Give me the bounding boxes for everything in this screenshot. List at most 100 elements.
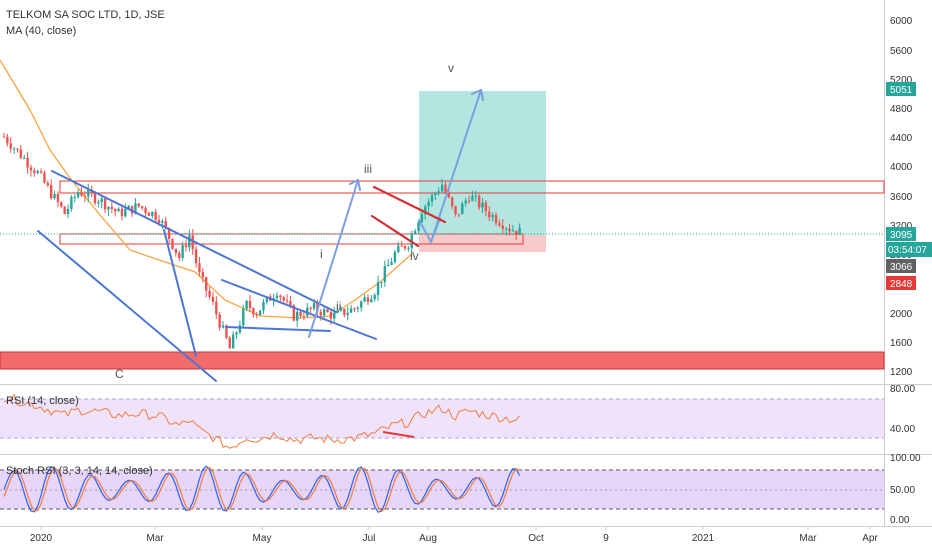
candle-body [66, 208, 70, 214]
drawings-back[interactable] [0, 91, 885, 370]
time-label: 2021 [692, 533, 715, 544]
wave-label-v[interactable]: v [448, 61, 454, 75]
triangle-lower-line[interactable] [225, 326, 331, 332]
triangle-upper-line[interactable] [221, 279, 377, 340]
wave-c-line[interactable] [163, 229, 197, 357]
candle-body [346, 312, 349, 316]
candle-body [73, 197, 76, 199]
candle-body [386, 264, 390, 267]
rsi-legend[interactable]: RSI (14, close) [6, 395, 79, 407]
candle-body [110, 206, 114, 210]
last-price-badge[interactable] [886, 227, 916, 241]
candle-body [12, 148, 16, 150]
wave-label-iii[interactable]: iii [364, 162, 372, 176]
candle-body [215, 301, 218, 315]
candle-body [208, 290, 211, 297]
candle-body [474, 195, 477, 197]
candle-body [157, 219, 161, 223]
wave-v-arrow[interactable] [430, 89, 482, 243]
candle-body [289, 301, 292, 306]
candle-body [221, 325, 225, 328]
ma-legend[interactable]: MA (40, close) [6, 25, 76, 37]
candle-body [107, 206, 110, 210]
flag-lower-line[interactable] [370, 214, 420, 248]
candle-body [292, 305, 296, 321]
wedge-upper-trendline[interactable] [51, 170, 337, 313]
rsi-axis[interactable]: 80.00 40.00 [890, 384, 915, 435]
stop-badge[interactable] [886, 276, 916, 290]
price-tick: 4800 [890, 104, 913, 115]
time-axis[interactable]: 2020 Mar May Jul Aug Oct 9 2021 Mar Apr [30, 533, 879, 544]
target-box[interactable] [419, 91, 546, 235]
candle-body [87, 189, 90, 197]
stoch-k-line [3, 465, 521, 513]
candle-body [211, 296, 215, 302]
candle-body [427, 201, 430, 207]
candle-body [417, 222, 420, 232]
candle-body [383, 266, 387, 282]
countdown-badge-text: 03:54:07 [888, 245, 927, 256]
stoch-legend[interactable]: Stoch RSI (3, 3, 14, 14, close) [6, 465, 153, 477]
time-label: Apr [862, 533, 878, 544]
wave-iii-arrow[interactable] [308, 179, 359, 338]
rsi-tick: 40.00 [890, 424, 915, 435]
candle-body [285, 300, 289, 302]
candle-body [9, 143, 12, 149]
candle-body [188, 235, 191, 248]
ma-badge[interactable] [886, 259, 916, 273]
time-label: 2020 [30, 533, 53, 544]
stoch-panel[interactable] [0, 465, 884, 513]
candle-body [451, 197, 454, 207]
candle-body [201, 272, 205, 278]
demand-zone[interactable] [0, 351, 885, 370]
candle-body [16, 148, 19, 150]
price-tick: 1200 [890, 367, 913, 378]
price-badges[interactable]: 5051 3095 03:54:07 3066 2848 [886, 82, 932, 290]
candle-body [360, 301, 363, 308]
wave-label-ii[interactable]: ii [336, 299, 341, 313]
wave-v-arrowhead [471, 88, 484, 101]
candle-body [477, 195, 481, 208]
candle-body [262, 301, 265, 311]
rsi-panel[interactable] [0, 393, 884, 449]
candle-body [114, 209, 117, 212]
countdown-badge[interactable] [886, 242, 932, 257]
candle-body [356, 307, 360, 309]
candle-body [242, 308, 245, 326]
candle-body [461, 203, 464, 215]
candle-body [184, 245, 188, 248]
candle-body [295, 311, 299, 321]
candle-body [252, 308, 255, 315]
rsi-band [0, 399, 884, 438]
wave-label-c[interactable]: C [115, 367, 124, 381]
wave-label-i[interactable]: i [320, 247, 323, 261]
stoch-d-line [3, 466, 520, 513]
target-badge[interactable] [886, 82, 916, 96]
wave-label-iv[interactable]: iv [410, 249, 419, 263]
candle-body [117, 208, 120, 212]
candle-body [29, 167, 33, 171]
symbol-title[interactable]: TELKOM SA SOC LTD, 1D, JSE [6, 9, 165, 21]
candle-body [124, 209, 127, 217]
candle-body [103, 198, 107, 210]
wedge-lower-trendline[interactable] [37, 230, 217, 382]
candle-body [464, 200, 467, 204]
candle-body [93, 193, 97, 204]
drawings-front[interactable] [37, 88, 484, 382]
stoch-axis[interactable]: 100.00 50.00 0.00 [890, 453, 921, 526]
candle-body [245, 300, 248, 309]
candle-body [56, 193, 60, 203]
candle-body [400, 245, 403, 247]
candle-body [515, 230, 518, 235]
candle-body [343, 308, 346, 316]
candle-body [279, 295, 282, 298]
candle-body [491, 214, 494, 218]
candle-body [508, 228, 511, 232]
rsi-divergence-line[interactable] [382, 431, 415, 438]
candle-body [370, 299, 373, 303]
flag-upper-line[interactable] [372, 185, 447, 224]
candle-body [393, 252, 397, 262]
price-axis[interactable]: 6000 5600 5200 4800 4400 4000 3600 3200 … [890, 16, 913, 378]
candle-body [312, 303, 316, 309]
